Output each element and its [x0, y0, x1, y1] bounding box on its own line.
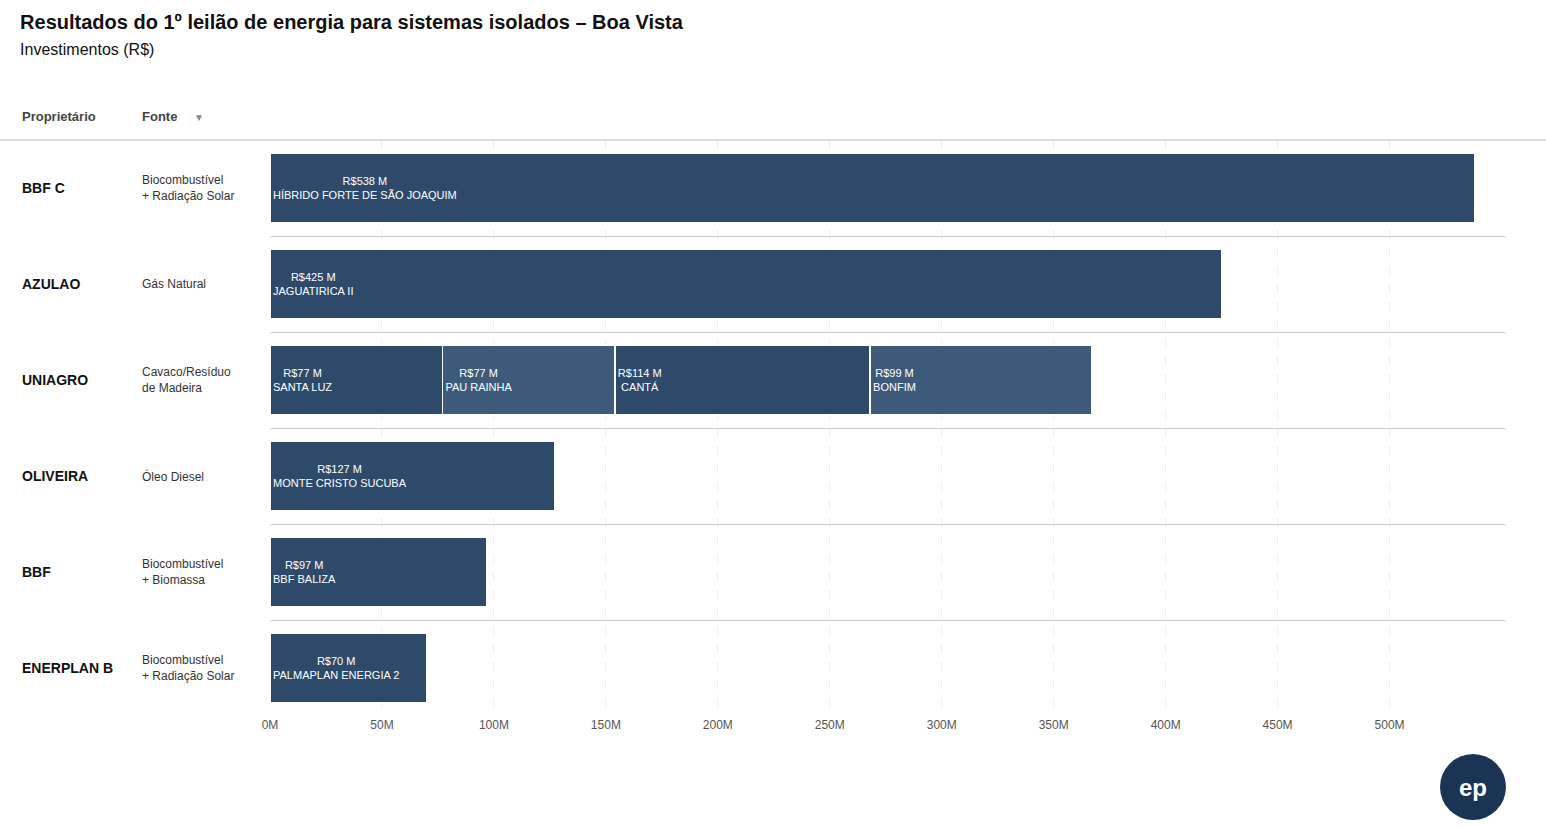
svg-text:R$97 MBBF BALIZA: R$97 MBBF BALIZA: [273, 559, 336, 585]
svg-text:0M: 0M: [262, 718, 279, 732]
svg-text:UNIAGRO: UNIAGRO: [22, 372, 88, 388]
svg-text:50M: 50M: [370, 718, 393, 732]
svg-text:BBF: BBF: [22, 564, 51, 580]
svg-text:OLIVEIRA: OLIVEIRA: [22, 468, 88, 484]
svg-text:ENERPLAN B: ENERPLAN B: [22, 660, 113, 676]
svg-text:R$114 MCANTÁ: R$114 MCANTÁ: [618, 367, 662, 393]
svg-text:450M: 450M: [1263, 718, 1293, 732]
svg-text:▼: ▼: [194, 112, 204, 123]
svg-text:AZULAO: AZULAO: [22, 276, 80, 292]
svg-text:300M: 300M: [927, 718, 957, 732]
svg-text:Resultados do 1º leilão de ene: Resultados do 1º leilão de energia para …: [20, 11, 684, 58]
svg-text:Biocombustível+ Biomassa: Biocombustível+ Biomassa: [142, 557, 223, 587]
svg-text:Proprietário: Proprietário: [22, 109, 96, 124]
svg-text:R$425 MJAGUATIRICA II: R$425 MJAGUATIRICA II: [273, 271, 353, 297]
svg-text:250M: 250M: [815, 718, 845, 732]
svg-text:200M: 200M: [703, 718, 733, 732]
svg-text:ep: ep: [1459, 774, 1487, 801]
svg-text:500M: 500M: [1375, 718, 1405, 732]
svg-text:Fonte: Fonte: [142, 109, 177, 124]
svg-text:R$77 MSANTA LUZ: R$77 MSANTA LUZ: [273, 367, 332, 393]
svg-text:R$70 MPALMAPLAN ENERGIA 2: R$70 MPALMAPLAN ENERGIA 2: [273, 655, 399, 681]
svg-text:Biocombustível+ Radiação Solar: Biocombustível+ Radiação Solar: [142, 173, 234, 203]
svg-text:R$77 MPAU RAINHA: R$77 MPAU RAINHA: [445, 367, 512, 393]
svg-text:Óleo Diesel: Óleo Diesel: [142, 469, 204, 484]
svg-text:400M: 400M: [1151, 718, 1181, 732]
svg-text:R$99 MBONFIM: R$99 MBONFIM: [873, 367, 916, 393]
svg-text:350M: 350M: [1039, 718, 1069, 732]
svg-text:BBF C: BBF C: [22, 180, 65, 196]
svg-text:150M: 150M: [591, 718, 621, 732]
svg-text:Cavaco/Resíduode Madeira: Cavaco/Resíduode Madeira: [142, 365, 231, 395]
svg-text:R$538 MHÍBRIDO FORTE DE SÃO JO: R$538 MHÍBRIDO FORTE DE SÃO JOAQUIM: [273, 175, 457, 201]
svg-text:Gás Natural: Gás Natural: [142, 277, 206, 291]
svg-text:Biocombustível+ Radiação Solar: Biocombustível+ Radiação Solar: [142, 653, 234, 683]
svg-text:R$127 MMONTE CRISTO SUCUBA: R$127 MMONTE CRISTO SUCUBA: [273, 463, 407, 489]
svg-text:100M: 100M: [479, 718, 509, 732]
